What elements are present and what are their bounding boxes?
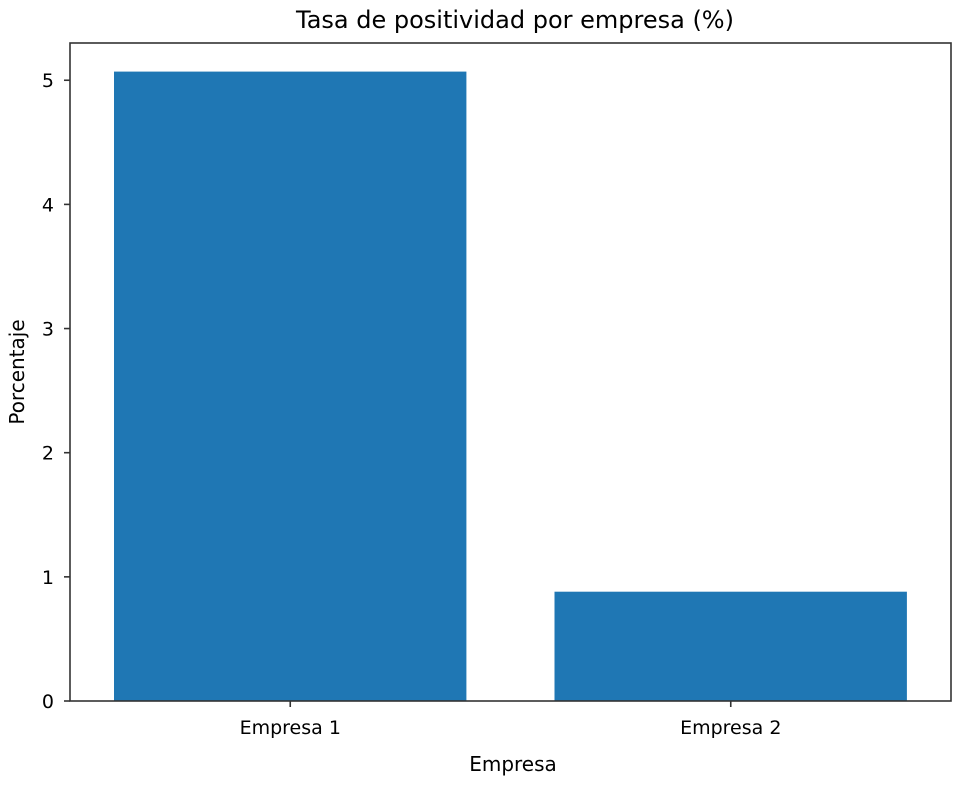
x-tick-label: Empresa 1 <box>240 717 341 739</box>
x-tick-label: Empresa 2 <box>680 717 781 739</box>
y-axis-ticks: 0 1 2 3 4 5 <box>42 70 70 713</box>
y-axis-label: Porcentaje <box>5 319 29 424</box>
y-tick-label: 3 <box>42 319 54 341</box>
bar-2 <box>554 591 907 701</box>
bar-1 <box>114 71 467 702</box>
bars-layer <box>114 71 907 702</box>
y-tick-label: 1 <box>42 567 54 589</box>
x-axis-label: Empresa <box>469 752 557 776</box>
chart-title: Tasa de positividad por empresa (%) <box>295 6 734 34</box>
y-tick-label: 4 <box>42 194 54 216</box>
y-tick-label: 2 <box>42 443 54 465</box>
x-axis-ticks: Empresa 1 Empresa 2 <box>240 701 781 739</box>
plot-frame <box>69 42 952 702</box>
y-tick-label: 5 <box>42 70 54 92</box>
y-tick-label: 0 <box>42 691 54 713</box>
